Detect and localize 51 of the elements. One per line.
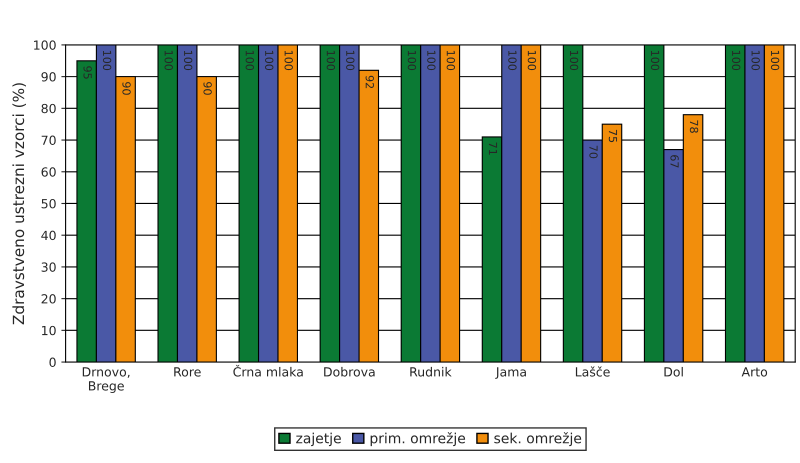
x-tick-label: Črna mlaka xyxy=(233,364,303,377)
data-label: 100 xyxy=(265,50,274,70)
x-tick-label: Drnovo, Brege xyxy=(82,367,130,394)
y-tick-label: 80 xyxy=(42,104,56,114)
y-tick-label: 30 xyxy=(42,262,56,272)
data-label: 100 xyxy=(326,50,336,70)
data-label: 100 xyxy=(164,50,173,70)
y-tick-label: 0 xyxy=(49,358,56,367)
y-tick-label: 10 xyxy=(42,326,56,336)
data-label: 92 xyxy=(366,76,374,88)
data-label: 100 xyxy=(408,50,416,70)
y-tick-label: 50 xyxy=(42,198,56,208)
data-label: 100 xyxy=(184,50,192,70)
data-label: 100 xyxy=(508,50,517,70)
y-axis-title: Zdravstveno ustrezni vzorci (%) xyxy=(12,83,26,324)
x-tick-label: Lašče xyxy=(576,366,610,377)
data-label: 100 xyxy=(650,50,660,70)
data-label: 71 xyxy=(488,142,498,155)
data-label: 100 xyxy=(770,50,780,70)
x-tick-label: Dobrova xyxy=(324,366,375,377)
data-label: 100 xyxy=(528,50,536,70)
data-label: 100 xyxy=(284,50,293,70)
data-label: 67 xyxy=(670,155,679,168)
y-tick-label: 100 xyxy=(34,40,56,50)
data-label: 100 xyxy=(732,50,740,70)
data-label: 95 xyxy=(83,66,92,79)
y-tick-label: 60 xyxy=(42,167,56,177)
x-tick-label: Arto xyxy=(742,367,768,377)
data-label: 100 xyxy=(427,50,436,70)
x-tick-label: Dol xyxy=(664,366,683,377)
data-label: 75 xyxy=(608,130,618,142)
data-label: 100 xyxy=(446,50,456,70)
x-tick-label: Jama xyxy=(495,367,526,379)
x-tick-label: Rore xyxy=(174,367,201,377)
y-tick-label: 40 xyxy=(41,230,56,240)
legend-label: zajetje xyxy=(296,432,341,446)
data-label: 78 xyxy=(690,120,698,133)
y-tick-label: 70 xyxy=(42,136,56,145)
y-tick-label: 90 xyxy=(41,72,56,82)
legend-label: prim. omrežje xyxy=(370,432,466,446)
data-label: 100 xyxy=(570,50,578,70)
data-label: 100 xyxy=(246,50,254,70)
data-label: 100 xyxy=(102,50,112,70)
data-label: 90 xyxy=(122,82,131,95)
data-label: 70 xyxy=(589,146,598,158)
y-tick-label: 20 xyxy=(42,294,56,304)
data-label: 90 xyxy=(203,82,212,95)
x-tick-label: Rudnik xyxy=(410,366,452,377)
legend-label: sek. omrežje xyxy=(494,432,582,446)
data-label: 100 xyxy=(751,50,760,70)
data-label: 100 xyxy=(346,50,355,70)
